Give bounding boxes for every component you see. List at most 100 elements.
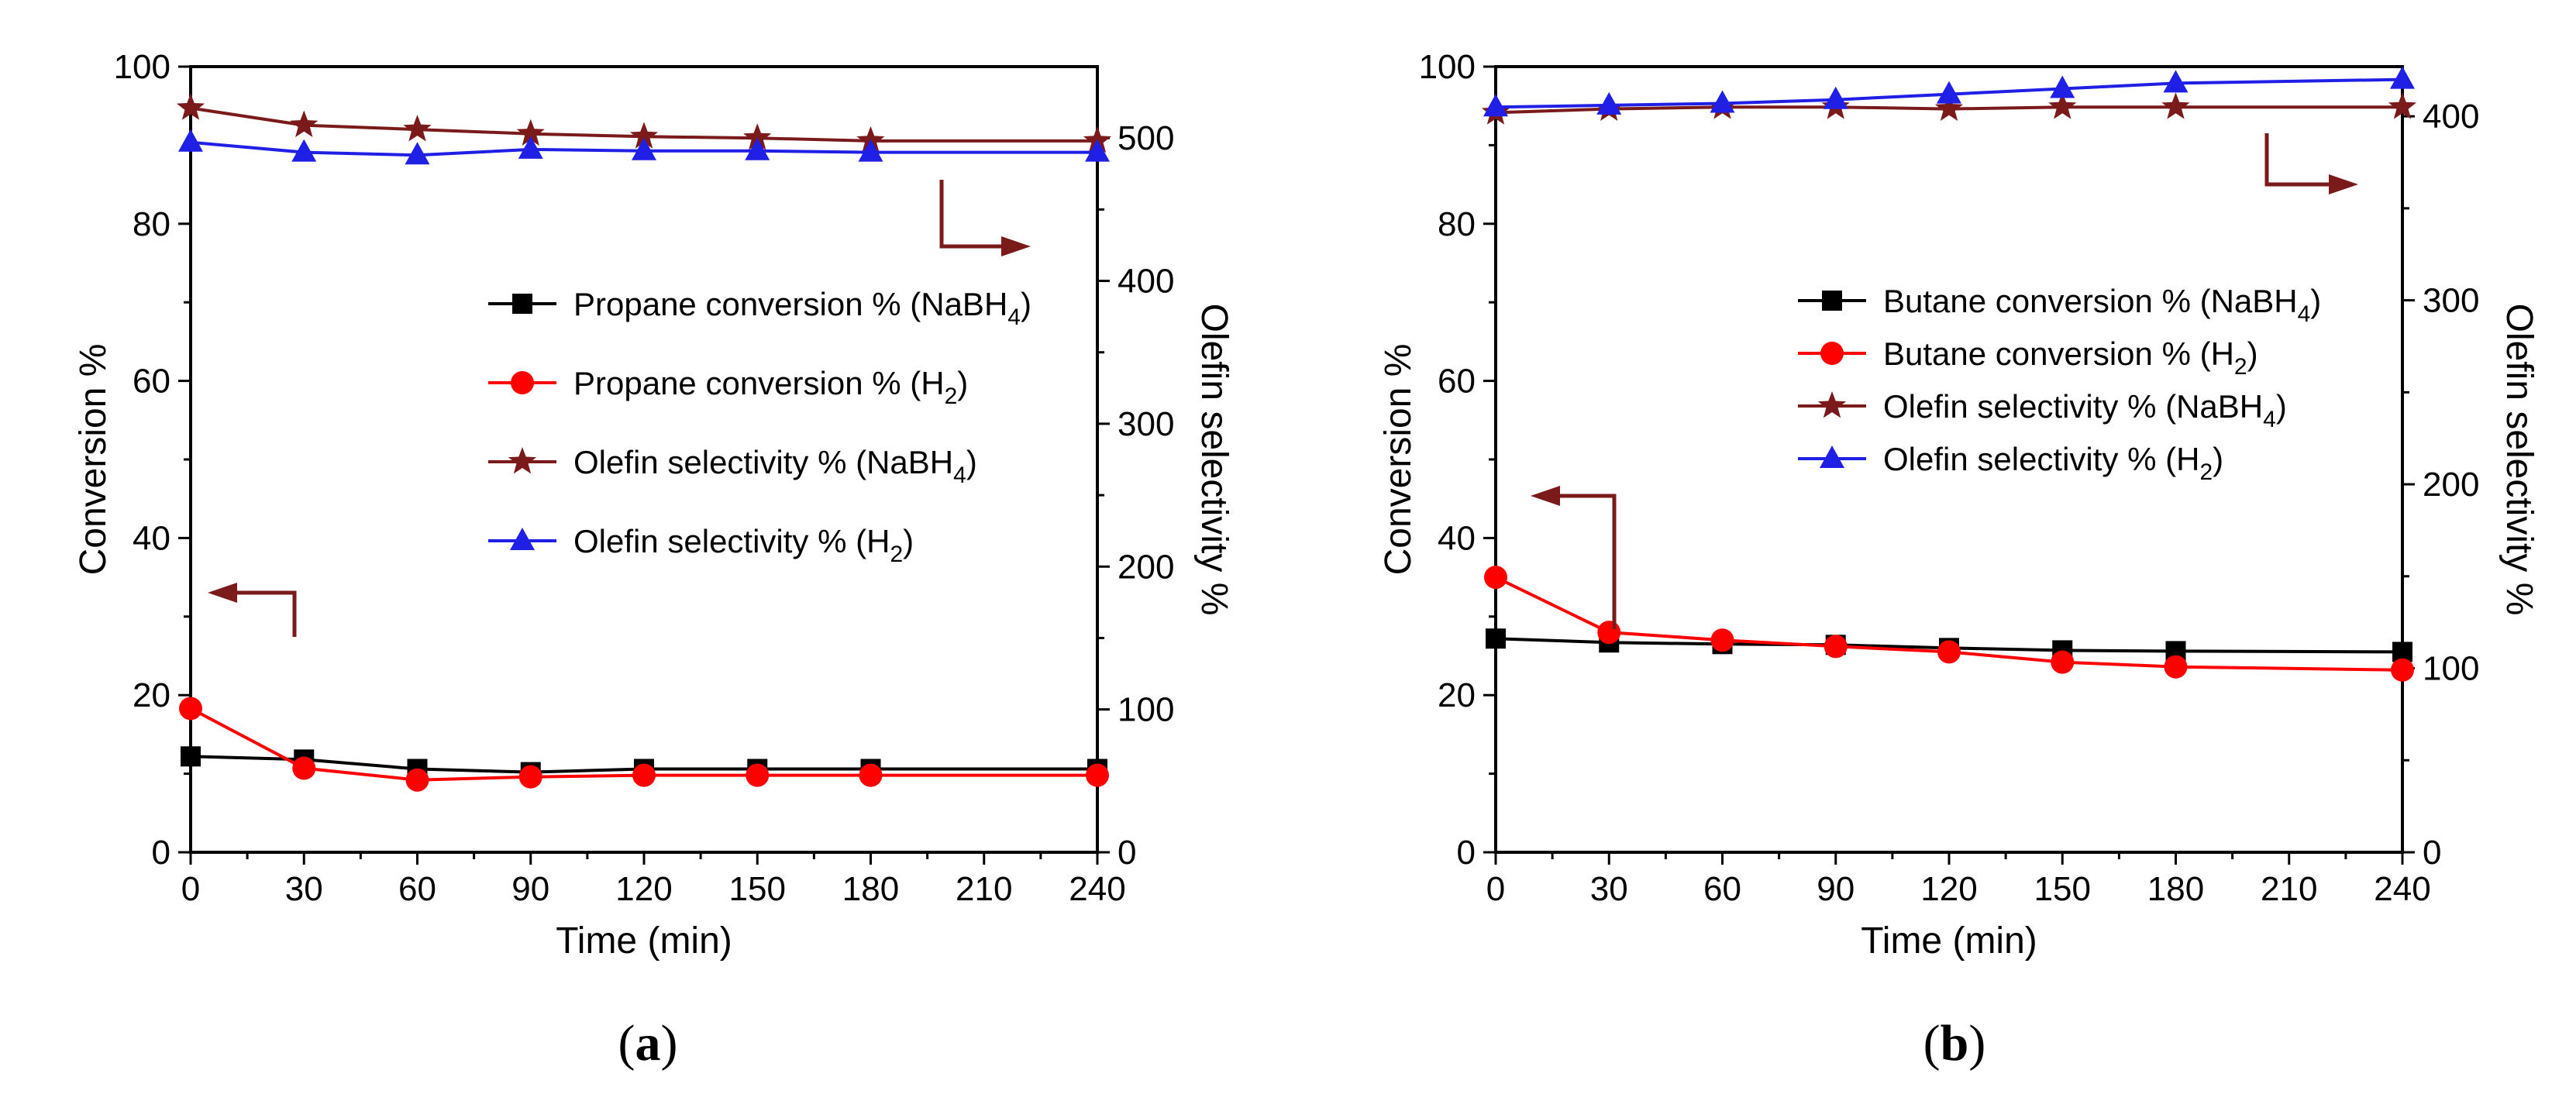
y-right-tick-label: 100 (2423, 650, 2479, 688)
y-left-axis-label: Conversion % (73, 344, 114, 576)
legend: Propane conversion % (NaBH4)Propane conv… (488, 286, 1031, 567)
x-tick-label: 180 (2147, 870, 2204, 908)
legend-label-1: Butane conversion % (H2) (1883, 335, 2258, 380)
legend-label-main: Butane conversion % (NaBH (1883, 283, 2298, 319)
series-line-2 (1495, 105, 2402, 115)
x-tick-label: 210 (2261, 870, 2317, 908)
legend-label-tail: ) (903, 523, 914, 559)
data-point-s2-1 (290, 110, 319, 137)
data-point-s2-4 (1934, 94, 1964, 121)
legend-label-tail: ) (2213, 441, 2223, 477)
y-right-tick-label: 500 (1118, 119, 1174, 157)
legend-label-0: Butane conversion % (NaBH4) (1883, 283, 2321, 327)
panel-b-chart: 0 30 60 90 120 150 180 210 240020406080100010020… (1378, 48, 2540, 1072)
data-point-s3-4 (632, 137, 656, 160)
x-tick-label: 60 (398, 870, 436, 908)
data-point-s3-5 (745, 137, 770, 160)
data-point-s2-6 (2161, 92, 2190, 119)
data-point-s3-6 (2163, 70, 2189, 93)
data-point-s3-0 (178, 129, 203, 152)
legend-label-main: Olefin selectivity % (NaBH (573, 444, 953, 480)
legend-label-main: Olefin selectivity % (H (1883, 441, 2199, 477)
legend-label-tail: ) (2310, 283, 2321, 319)
data-point-s2-3 (516, 119, 545, 146)
data-point-s3-2 (405, 142, 430, 165)
y-left-tick-label: 40 (133, 519, 170, 557)
data-point-s1-6 (859, 763, 883, 787)
left-arrow-head (1531, 486, 1560, 506)
y-left-tick-label: 40 (1438, 519, 1476, 557)
series-line-1 (1495, 576, 2403, 672)
legend-label-2: Olefin selectivity % (NaBH4) (573, 444, 977, 488)
x-axis-label: Time (min) (556, 920, 732, 962)
legend-label-tail: ) (957, 365, 968, 401)
y-right-tick-label: 0 (1118, 834, 1136, 872)
data-point-s3-3 (1823, 86, 1848, 109)
legend-label-tail: ) (966, 444, 977, 480)
caption-close-paren: ) (1968, 1015, 1985, 1072)
legend-label-tail: ) (2276, 388, 2287, 425)
data-point-s3-1 (1596, 91, 1622, 115)
legend-label-subscript: 4 (953, 463, 966, 488)
y-left-tick-label: 100 (114, 48, 170, 86)
y-right-tick-label: 400 (1118, 263, 1174, 301)
y-right-tick-label: 0 (2423, 834, 2441, 872)
data-point-s1-2 (405, 768, 429, 792)
right-axis-arrow (939, 180, 1007, 249)
x-tick-label: 0 (1486, 870, 1505, 908)
y-right-tick-label: 400 (2423, 98, 2479, 136)
legend: Butane conversion % (NaBH4)Butane conver… (1798, 283, 2321, 485)
left-axis-arrow (1554, 494, 1617, 629)
legend-label-main: Olefin selectivity % (NaBH (1883, 388, 2263, 425)
legend-marker-2 (1817, 391, 1847, 418)
data-point-s2-4 (629, 122, 659, 149)
data-point-s1-0 (1484, 566, 1507, 590)
legend-label-tail: ) (1021, 286, 1031, 322)
x-tick-label: 60 (1703, 870, 1741, 908)
y-left-tick-label: 80 (1438, 205, 1476, 243)
x-tick-label: 90 (1817, 870, 1855, 908)
left-arrow-head (208, 583, 237, 603)
caption-letter: b (1941, 1015, 1969, 1072)
x-axis-label: Time (min) (1861, 920, 2037, 962)
data-point-s3-1 (291, 139, 317, 162)
y-right-tick-label: 100 (1118, 691, 1174, 729)
data-point-s3-7 (2390, 66, 2415, 89)
left-axis-arrow (231, 590, 297, 637)
y-right-tick-label: 200 (1118, 548, 1174, 586)
x-tick-label: 150 (729, 870, 786, 908)
caption-close-paren: ) (661, 1015, 678, 1072)
legend-label-0: Propane conversion % (NaBH4) (573, 286, 1031, 330)
legend-label-main: Butane conversion % (H (1883, 335, 2234, 372)
caption-open-paren: ( (618, 1015, 635, 1072)
data-point-s3-6 (858, 139, 883, 162)
data-point-s1-1 (1597, 621, 1621, 645)
y-left-tick-label: 60 (133, 363, 170, 401)
y-left-tick-label: 100 (1419, 48, 1476, 86)
right-arrow-head (1001, 236, 1031, 256)
x-tick-label: 240 (2374, 870, 2430, 908)
data-point-s3-3 (518, 136, 543, 159)
caption-open-paren: ( (1923, 1015, 1941, 1072)
legend-label-subscript: 2 (2199, 459, 2213, 485)
legend-label-subscript: 2 (2234, 354, 2247, 380)
data-point-s3-7 (1085, 139, 1110, 162)
data-point-s1-4 (632, 763, 656, 787)
legend-label-subscript: 2 (945, 384, 958, 409)
right-axis-arrow (2264, 133, 2335, 187)
legend-marker-0 (512, 294, 532, 314)
data-point-s1-1 (292, 756, 316, 780)
series-line-3 (1495, 77, 2403, 109)
data-point-s1-5 (746, 763, 770, 787)
legend-marker-0 (1822, 291, 1842, 311)
series-line-2 (190, 106, 1097, 143)
y-left-tick-label: 0 (1457, 834, 1476, 872)
legend-marker-3 (510, 528, 535, 550)
y-right-axis-label: Olefin selectivity % (1193, 304, 1235, 616)
panel-a-chart: 0 30 60 90 120 150 180 210 240020406080100010020… (73, 48, 1235, 1072)
data-point-s1-6 (2164, 655, 2188, 679)
y-right-tick-label: 300 (1118, 405, 1174, 443)
data-point-s1-0 (179, 697, 202, 721)
y-left-tick-label: 20 (133, 676, 170, 714)
y-left-tick-label: 60 (1438, 363, 1476, 401)
